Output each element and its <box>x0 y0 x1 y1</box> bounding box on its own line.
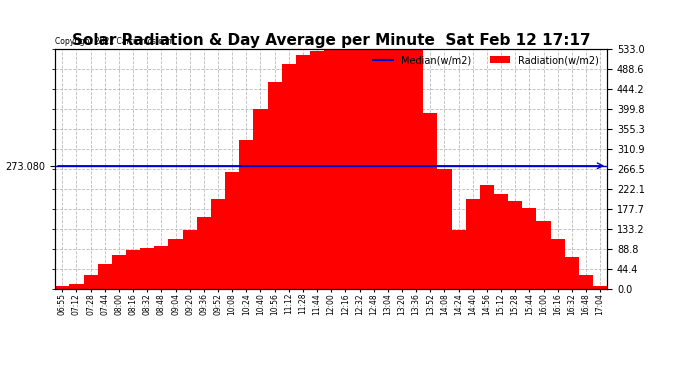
Bar <box>112 255 126 289</box>
Bar <box>381 49 395 289</box>
Bar <box>395 49 409 289</box>
Bar <box>423 113 437 289</box>
Bar <box>183 230 197 289</box>
Bar <box>225 172 239 289</box>
Bar <box>522 208 536 289</box>
Bar <box>338 50 353 289</box>
Bar <box>310 51 324 289</box>
Bar <box>480 185 494 289</box>
Bar <box>155 246 168 289</box>
Bar <box>253 109 268 289</box>
Bar <box>140 248 155 289</box>
Bar <box>366 49 381 289</box>
Legend: Median(w/m2), Radiation(w/m2): Median(w/m2), Radiation(w/m2) <box>370 51 602 69</box>
Title: Solar Radiation & Day Average per Minute  Sat Feb 12 17:17: Solar Radiation & Day Average per Minute… <box>72 33 591 48</box>
Bar <box>409 49 423 289</box>
Bar <box>168 239 183 289</box>
Bar <box>70 284 83 289</box>
Bar <box>451 230 466 289</box>
Bar <box>282 64 296 289</box>
Bar <box>83 275 98 289</box>
Bar <box>466 199 480 289</box>
Bar <box>126 251 140 289</box>
Bar <box>296 55 310 289</box>
Text: Copyright 2022 Cartronics.com: Copyright 2022 Cartronics.com <box>55 38 175 46</box>
Bar <box>98 264 112 289</box>
Bar <box>324 50 338 289</box>
Bar <box>353 49 366 289</box>
Bar <box>508 201 522 289</box>
Bar <box>551 239 564 289</box>
Bar <box>55 286 70 289</box>
Bar <box>536 221 551 289</box>
Bar <box>197 217 211 289</box>
Bar <box>579 275 593 289</box>
Bar <box>268 82 282 289</box>
Bar <box>593 286 607 289</box>
Bar <box>211 199 225 289</box>
Bar <box>564 257 579 289</box>
Bar <box>239 140 253 289</box>
Bar <box>437 170 451 289</box>
Bar <box>494 194 508 289</box>
